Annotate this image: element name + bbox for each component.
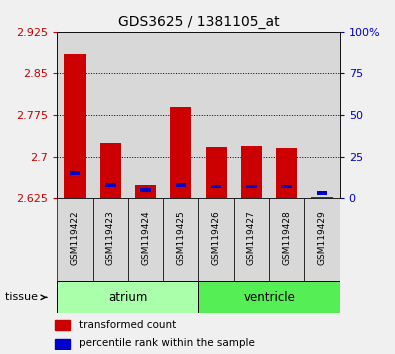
Bar: [70, 171, 80, 175]
Text: GSM119424: GSM119424: [141, 211, 150, 266]
Text: transformed count: transformed count: [79, 320, 177, 330]
Bar: [241, 145, 262, 198]
Bar: [57, 32, 92, 198]
Bar: [55, 320, 70, 330]
Text: percentile rank within the sample: percentile rank within the sample: [79, 338, 255, 348]
Bar: [128, 198, 163, 281]
Bar: [175, 183, 186, 187]
Bar: [205, 147, 227, 198]
Bar: [55, 339, 70, 349]
Bar: [269, 32, 305, 198]
Bar: [135, 185, 156, 198]
Text: GSM119428: GSM119428: [282, 211, 291, 266]
Text: atrium: atrium: [108, 291, 148, 304]
Text: GSM119426: GSM119426: [212, 211, 221, 266]
Text: GSM119423: GSM119423: [106, 211, 115, 266]
Bar: [199, 281, 340, 313]
Text: ventricle: ventricle: [243, 291, 295, 304]
Text: GSM119427: GSM119427: [247, 211, 256, 266]
Bar: [312, 196, 333, 198]
Bar: [276, 148, 297, 198]
Bar: [128, 32, 163, 198]
Bar: [170, 107, 192, 198]
Bar: [234, 198, 269, 281]
Bar: [269, 198, 305, 281]
Text: GSM119425: GSM119425: [176, 211, 185, 266]
Bar: [163, 32, 199, 198]
Bar: [57, 281, 199, 313]
Bar: [234, 32, 269, 198]
Text: GSM119429: GSM119429: [318, 211, 327, 266]
Text: GSM119422: GSM119422: [70, 211, 79, 266]
Bar: [100, 143, 121, 198]
Bar: [305, 198, 340, 281]
Bar: [105, 183, 115, 187]
Title: GDS3625 / 1381105_at: GDS3625 / 1381105_at: [118, 16, 279, 29]
Bar: [64, 54, 85, 198]
Text: tissue: tissue: [5, 292, 47, 302]
Bar: [305, 32, 340, 198]
Bar: [211, 185, 222, 188]
Bar: [199, 32, 234, 198]
Bar: [57, 198, 92, 281]
Bar: [163, 198, 198, 281]
Bar: [92, 32, 128, 198]
Bar: [199, 198, 234, 281]
Bar: [140, 188, 151, 192]
Bar: [317, 192, 327, 195]
Bar: [246, 185, 257, 188]
Bar: [92, 198, 128, 281]
Bar: [282, 185, 292, 188]
